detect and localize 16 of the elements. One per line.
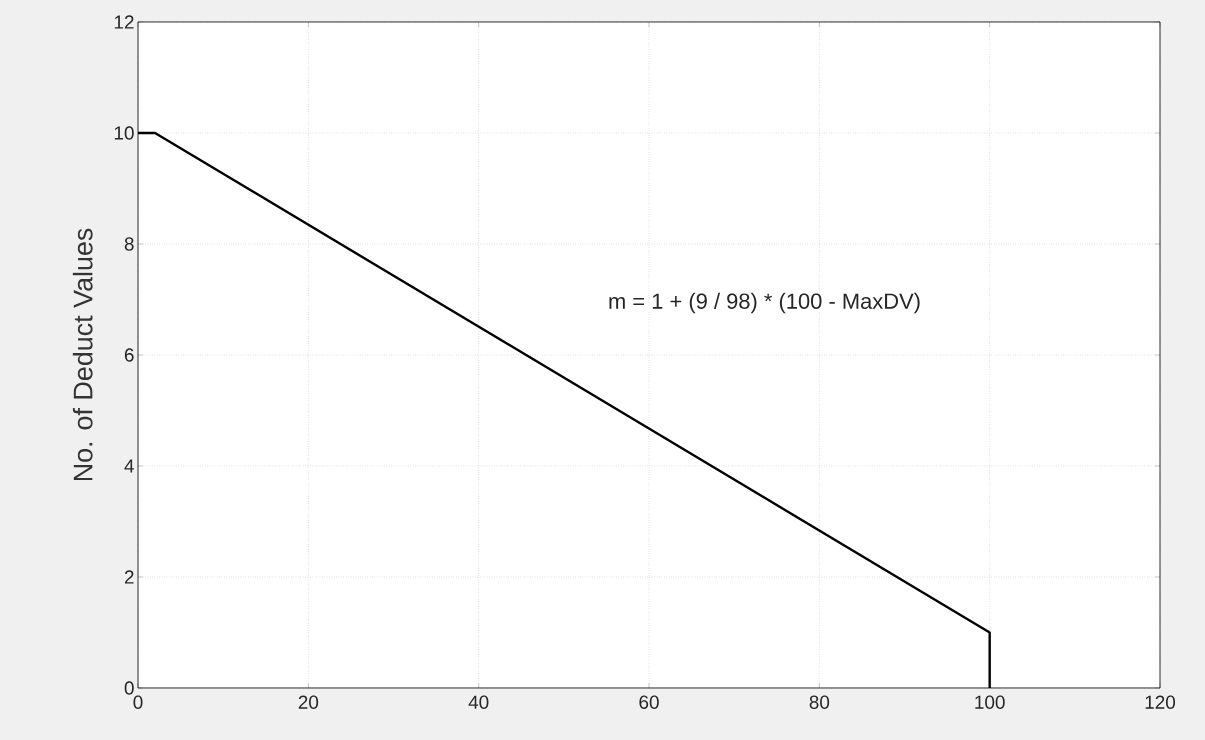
y-axis-title: No. of Deduct Values — [72, 228, 93, 481]
y-tick-label: 0 — [124, 681, 134, 695]
y-tick-label: 8 — [124, 237, 134, 251]
x-tick-label: 40 — [468, 695, 489, 709]
y-tick-label: 10 — [114, 126, 134, 140]
annotation: m = 1 + (9 / 98) * (100 - MaxDV) — [609, 292, 920, 314]
x-tick-label: 20 — [298, 695, 319, 709]
y-tick-label: 2 — [124, 570, 134, 584]
x-tick-label: 80 — [809, 695, 830, 709]
x-tick-label: 120 — [1145, 695, 1176, 709]
y-tick-label: 4 — [124, 459, 134, 473]
y-tick-label: 6 — [124, 348, 134, 362]
x-tick-label: 60 — [639, 695, 659, 709]
y-tick-label: 12 — [114, 15, 134, 29]
x-tick-label: 100 — [975, 695, 1005, 709]
x-tick-label: 0 — [133, 695, 143, 709]
